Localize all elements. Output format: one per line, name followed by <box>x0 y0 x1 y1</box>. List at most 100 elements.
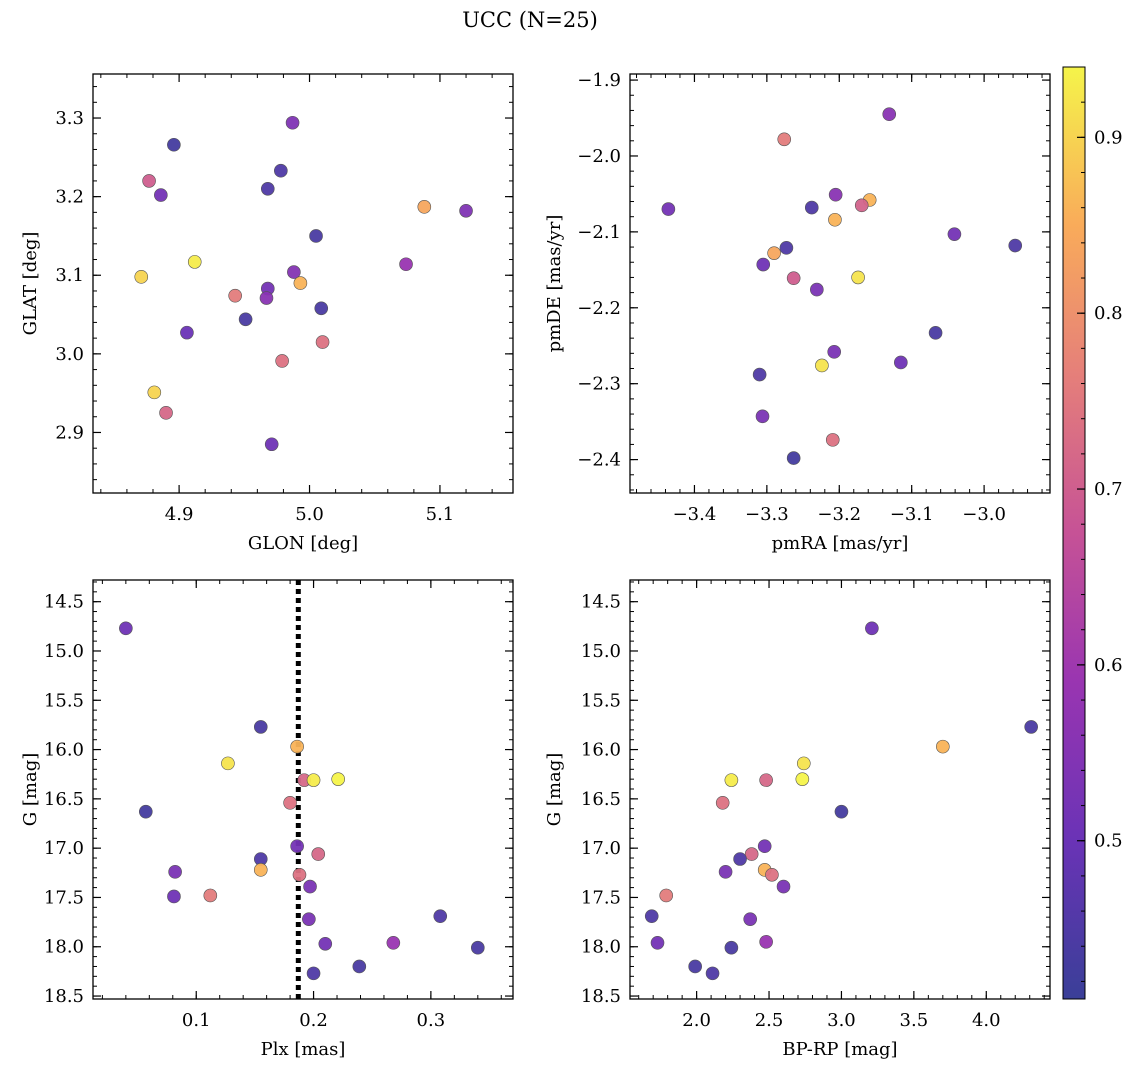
y-tick-label: 3.0 <box>55 344 84 365</box>
data-point <box>777 132 792 147</box>
y-tick-label: −2.2 <box>577 298 621 319</box>
data-point <box>854 198 869 213</box>
y-tick-label: 16.0 <box>44 740 84 761</box>
data-point <box>306 773 321 787</box>
data-point <box>796 756 811 771</box>
x-tick-label: 3.5 <box>900 1010 929 1031</box>
data-point <box>315 335 330 349</box>
colorbar-gradient <box>1062 66 1086 1000</box>
data-point <box>815 358 829 373</box>
y-tick-label: 15.5 <box>581 690 621 711</box>
y-tick-label: 3.2 <box>55 187 84 208</box>
data-point <box>894 355 908 370</box>
data-point <box>119 621 133 636</box>
data-point <box>274 163 288 178</box>
data-point <box>759 935 773 949</box>
data-point <box>147 385 162 400</box>
data-point <box>752 367 767 382</box>
data-point <box>659 888 674 903</box>
y-tick-label: 3.3 <box>55 108 84 129</box>
x-tick-label: −3.3 <box>745 504 789 525</box>
y-tick-label: 2.9 <box>55 422 84 443</box>
data-point <box>767 246 781 260</box>
data-point <box>253 863 268 877</box>
data-point <box>947 227 962 241</box>
data-point <box>287 265 301 279</box>
colorbar-tick-label: 0.6 <box>1094 655 1123 676</box>
colorbar-tick-label: 0.8 <box>1094 303 1123 324</box>
data-point <box>306 966 321 981</box>
data-point <box>138 804 153 819</box>
data-point <box>882 107 897 122</box>
x-axis-label: Plx [mas] <box>261 1039 346 1060</box>
data-point <box>331 772 345 786</box>
data-point <box>290 739 304 754</box>
data-point <box>786 271 801 285</box>
y-axis-label: GLAT [deg] <box>20 232 41 336</box>
y-tick-label: −1.9 <box>577 70 621 91</box>
data-point <box>1008 238 1023 253</box>
x-tick-label: 4.9 <box>165 504 194 525</box>
data-point <box>167 137 181 152</box>
data-point <box>417 200 432 214</box>
panel-glon-glat: 4.9 5.0 5.1 2.9 3.0 3.1 3.2 3.3 GLON [deg] GLAT [… <box>20 73 514 554</box>
data-point <box>386 936 401 950</box>
y-tick-label: 18.5 <box>44 986 84 1007</box>
data-point <box>134 270 149 284</box>
x-tick-label: 0.3 <box>417 1010 446 1031</box>
y-tick-label: 14.5 <box>581 592 621 613</box>
y-tick-label: 17.0 <box>581 838 621 859</box>
data-point <box>804 200 819 215</box>
x-tick-label: 4.0 <box>972 1010 1001 1031</box>
data-point <box>221 756 235 771</box>
y-tick-label: −2.0 <box>577 146 621 167</box>
data-point <box>187 255 202 269</box>
data-point <box>180 325 194 340</box>
axes-frame <box>92 73 514 494</box>
data-point <box>259 291 274 305</box>
data-point <box>705 966 720 981</box>
data-point <box>311 847 326 861</box>
x-tick-label: −3.1 <box>890 504 934 525</box>
data-point <box>825 433 840 447</box>
data-point <box>744 847 759 861</box>
data-point <box>399 257 413 272</box>
data-point <box>471 940 485 955</box>
data-point <box>743 912 758 926</box>
y-tick-label: 16.0 <box>581 740 621 761</box>
y-axis-label: pmDE [mas/yr] <box>544 215 565 353</box>
data-point <box>285 115 300 130</box>
y-tick-label: 16.5 <box>581 789 621 810</box>
data-point <box>644 909 659 923</box>
x-tick-label: 5.0 <box>295 504 324 525</box>
data-point <box>865 621 879 636</box>
y-tick-label: 15.5 <box>44 690 84 711</box>
data-point <box>293 276 308 290</box>
data-point <box>303 879 317 894</box>
axes-frame <box>629 579 1051 1000</box>
y-tick-label: 17.5 <box>44 887 84 908</box>
data-point <box>715 796 730 810</box>
x-tick-label: −3.2 <box>817 504 861 525</box>
data-point <box>309 229 323 243</box>
data-point <box>318 936 333 951</box>
x-axis-label: GLON [deg] <box>248 533 358 554</box>
y-tick-label: 17.5 <box>581 887 621 908</box>
panel-bprp-g: 2.0 2.5 3.0 3.5 4.0 14.5 15.0 15.5 16.0 16.5 17.0 1… <box>544 579 1051 1060</box>
colorbar-tick-label: 0.9 <box>1094 127 1123 148</box>
data-point <box>238 312 253 327</box>
axes-frame <box>92 579 514 1000</box>
data-point <box>142 174 156 188</box>
y-tick-label: −2.1 <box>577 222 621 243</box>
x-tick-label: 0.1 <box>182 1010 211 1031</box>
figure-title: UCC (N=25) <box>462 8 598 32</box>
colorbar: 0.5 0.6 0.7 0.8 0.9 <box>1062 66 1123 1000</box>
data-point <box>264 437 279 452</box>
data-point <box>827 345 842 359</box>
x-tick-label: 0.2 <box>299 1010 328 1031</box>
data-point <box>810 282 824 297</box>
data-point <box>1024 720 1038 734</box>
x-axis-label: BP-RP [mag] <box>782 1039 897 1060</box>
y-axis-label: G [mag] <box>20 753 41 826</box>
data-point <box>661 202 676 216</box>
